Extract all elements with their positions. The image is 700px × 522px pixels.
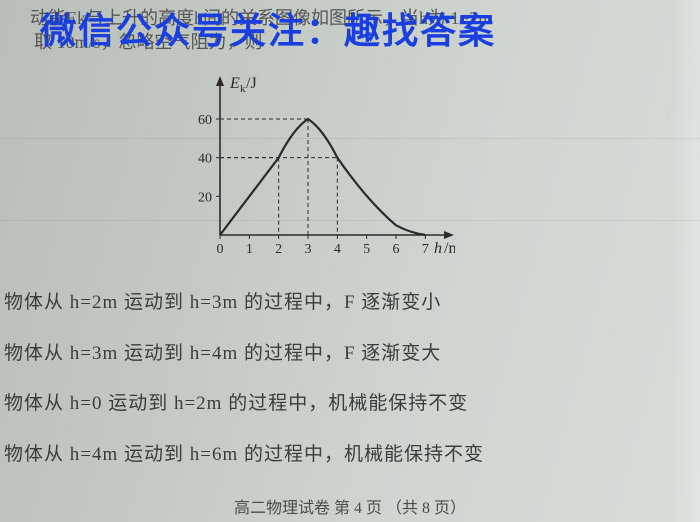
svg-text:2: 2 — [275, 242, 282, 257]
svg-text:/J: /J — [246, 75, 257, 92]
svg-text:E: E — [229, 75, 240, 92]
svg-text:h: h — [434, 240, 442, 257]
watermark-text: 微信公众号关注：趣找答案 — [40, 2, 700, 54]
svg-text:7: 7 — [422, 242, 429, 257]
option-c: 物体从 h=0 运动到 h=2m 的过程中，机械能保持不变 — [4, 391, 700, 418]
svg-text:0: 0 — [217, 242, 224, 257]
option-d: 物体从 h=4m 运动到 h=6m 的过程中，机械能保持不变 — [4, 442, 700, 469]
svg-text:1: 1 — [246, 242, 253, 257]
svg-text:3: 3 — [305, 242, 312, 257]
chart-svg: 01234567204060Ek/Jh/m — [175, 70, 455, 265]
option-a: 物体从 h=2m 运动到 h=3m 的过程中，F 逐渐变小 — [4, 290, 700, 317]
svg-text:5: 5 — [363, 242, 370, 257]
svg-text:20: 20 — [198, 190, 212, 205]
page-footer: 高二物理试卷 第 4 页 （共 8 页） — [0, 494, 700, 518]
crease-1 — [0, 138, 700, 139]
svg-text:40: 40 — [198, 152, 212, 167]
crease-2 — [0, 220, 700, 221]
page-edge-light — [670, 0, 700, 522]
svg-text:/m: /m — [444, 240, 455, 257]
svg-text:4: 4 — [334, 242, 341, 257]
physics-page: 动能Ek与上升的高度h间的关系图像如图所示，当h为 1~2m 取 10m/s，忽… — [0, 0, 700, 522]
answer-options: 物体从 h=2m 运动到 h=3m 的过程中，F 逐渐变小 物体从 h=3m 运… — [0, 290, 700, 492]
option-b: 物体从 h=3m 运动到 h=4m 的过程中，F 逐渐变大 — [4, 341, 700, 368]
svg-text:60: 60 — [198, 113, 212, 128]
ek-h-chart: 01234567204060Ek/Jh/m — [175, 70, 455, 265]
svg-text:6: 6 — [393, 242, 400, 257]
